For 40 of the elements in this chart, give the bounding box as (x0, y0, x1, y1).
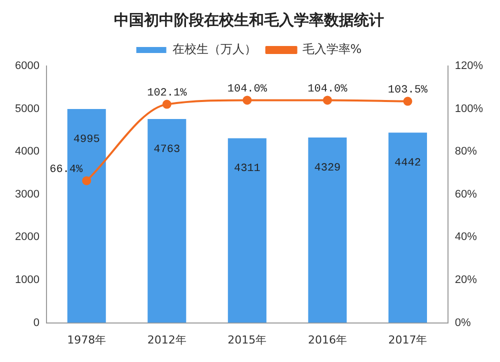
legend-label: 毛入学率% (302, 42, 362, 56)
data-label: 4311 (234, 163, 261, 176)
y-tick-label: 5000 (14, 102, 40, 115)
y-tick-label: 1000 (14, 274, 40, 286)
data-label: 102.1% (147, 88, 188, 100)
y-tick-label: 6000 (14, 60, 40, 72)
y2-tick-label: 120% (454, 60, 484, 72)
x-tick-label: 2017年 (388, 333, 428, 346)
y2-tick-label: 60% (454, 188, 478, 200)
y2-tick-label: 100% (454, 102, 484, 115)
point (82, 176, 92, 186)
bar (148, 118, 186, 323)
x-tick-label: 2015年 (228, 333, 267, 346)
data-label: 104.0% (227, 84, 268, 96)
y2-tick-label: 20% (454, 274, 478, 286)
y-tick-label: 2000 (14, 231, 40, 244)
bar (388, 132, 427, 323)
point (162, 100, 172, 109)
y2-tick-label: 40% (454, 231, 478, 244)
data-label: 4763 (154, 144, 180, 156)
data-label: 4329 (314, 162, 341, 174)
legend-label: 在校生（万人） (172, 42, 256, 56)
bar (228, 138, 266, 323)
x-tick-label: 1978年 (67, 333, 106, 346)
y2-tick-label: 0% (454, 316, 471, 329)
point (322, 96, 332, 105)
point (403, 96, 412, 106)
data-label: 103.5% (388, 84, 428, 97)
x-tick-label: 2016年 (308, 333, 347, 346)
data-label: 104.0% (308, 84, 348, 96)
x-tick-label: 2012年 (147, 333, 186, 346)
data-label: 4442 (394, 158, 421, 170)
point (242, 96, 252, 105)
chart-title: 中国初中阶段在校生和毛入学率数据统计 (114, 10, 384, 29)
y-tick-label: 4000 (14, 146, 40, 158)
data-label: 4995 (73, 134, 100, 146)
y-tick-label: 3000 (14, 188, 40, 200)
y-tick-label: 0 (33, 316, 40, 329)
bar (308, 138, 347, 323)
y2-tick-label: 80% (454, 146, 478, 158)
